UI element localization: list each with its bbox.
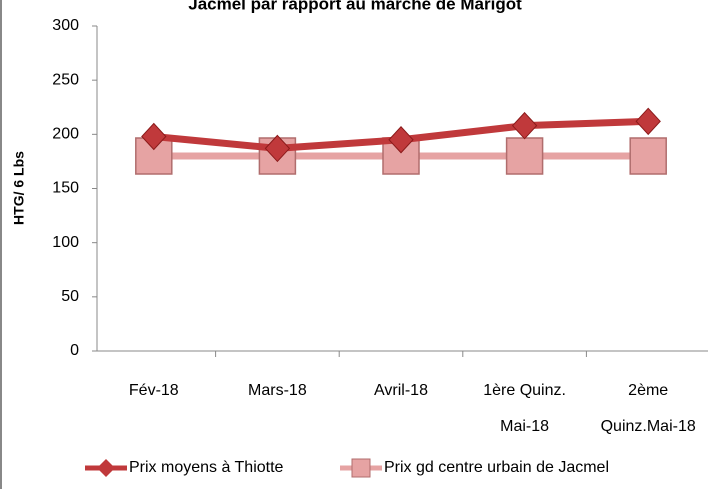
legend-marker	[351, 458, 371, 478]
marker	[505, 137, 544, 175]
x-tick-label: Avril-18	[374, 382, 428, 399]
marker	[629, 137, 667, 175]
y-tick-label: 250	[52, 71, 79, 88]
y-axis-label: HTG/ 6 Lbs	[11, 151, 27, 225]
y-tick-label: 300	[52, 17, 79, 34]
legend-label: Prix moyens à Thiotte	[129, 459, 284, 476]
legend-label: Prix gd centre urbain de Jacmel	[384, 459, 609, 476]
chart-title: Jacmel par rapport au marché de Marigot	[188, 0, 522, 13]
y-tick-label: 100	[52, 234, 79, 251]
x-tick-label: 1ère Quinz. Mai-18	[483, 382, 566, 435]
marker	[141, 122, 167, 151]
y-tick-label: 0	[70, 342, 79, 359]
y-tick-label: 50	[61, 288, 79, 305]
y-tick-label: 200	[52, 126, 79, 143]
marker	[635, 107, 661, 136]
y-tick-label: 150	[52, 180, 79, 197]
marker	[511, 111, 538, 140]
x-tick-label: Fév-18	[129, 382, 179, 399]
marker	[388, 126, 414, 154]
x-tick-label: 2ème Quinz.Mai-18	[601, 382, 696, 435]
legend-marker	[97, 459, 115, 477]
x-tick-label: Mars-18	[248, 382, 307, 399]
marker	[264, 134, 291, 163]
